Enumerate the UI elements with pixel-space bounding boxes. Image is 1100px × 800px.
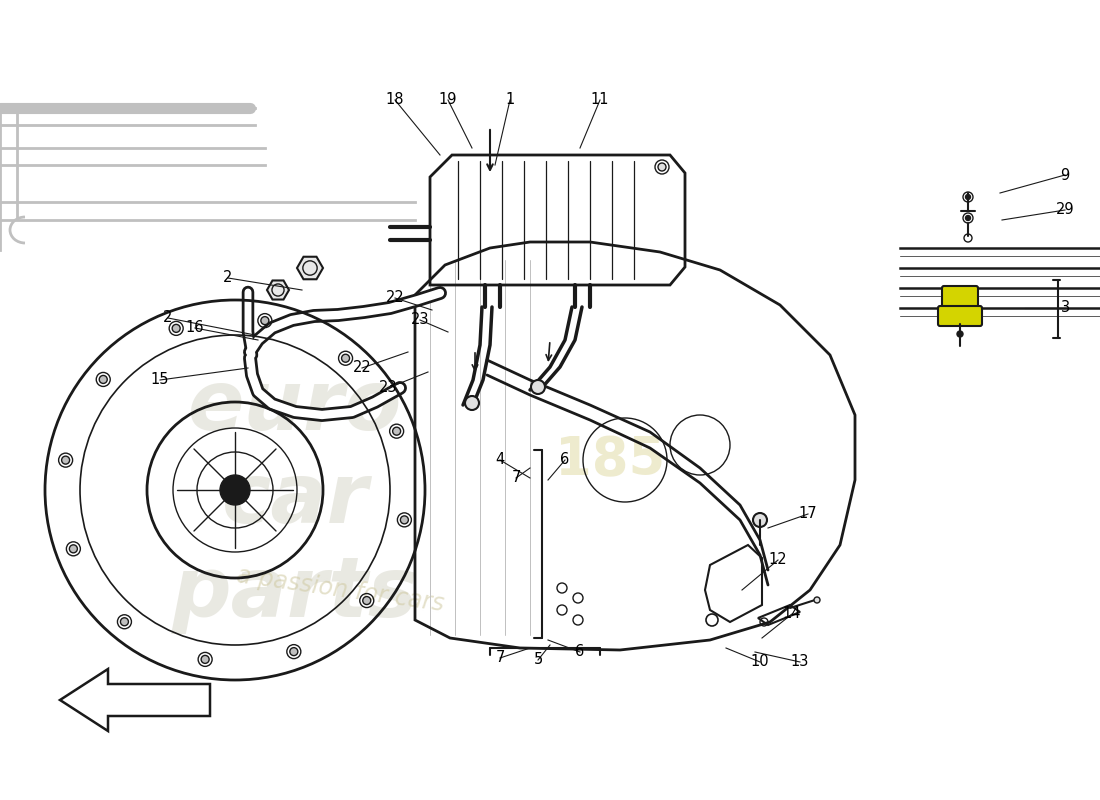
Text: 4: 4	[495, 453, 505, 467]
Circle shape	[814, 597, 820, 603]
Text: 14: 14	[783, 606, 801, 622]
Text: 22: 22	[386, 290, 405, 306]
FancyBboxPatch shape	[938, 306, 982, 326]
Text: euro
car
parts: euro car parts	[172, 366, 418, 634]
Text: 13: 13	[791, 654, 810, 670]
FancyBboxPatch shape	[942, 286, 978, 310]
Polygon shape	[297, 257, 323, 279]
Circle shape	[957, 331, 962, 337]
Text: 10: 10	[750, 654, 769, 670]
Circle shape	[658, 163, 666, 171]
Text: 2: 2	[223, 270, 233, 286]
Circle shape	[69, 545, 77, 553]
Circle shape	[261, 317, 268, 325]
Text: 11: 11	[591, 93, 609, 107]
Circle shape	[393, 427, 400, 435]
Text: 18: 18	[386, 93, 405, 107]
Text: 23: 23	[410, 313, 429, 327]
Text: 29: 29	[1056, 202, 1075, 218]
Text: 7: 7	[495, 650, 505, 666]
Text: 16: 16	[186, 321, 205, 335]
Text: a passion for cars: a passion for cars	[234, 563, 446, 617]
Text: 6: 6	[560, 453, 570, 467]
Text: 19: 19	[439, 93, 458, 107]
Polygon shape	[267, 281, 289, 299]
Circle shape	[465, 396, 478, 410]
Text: 5: 5	[534, 653, 542, 667]
Circle shape	[966, 215, 970, 221]
Text: 23: 23	[378, 381, 397, 395]
Circle shape	[99, 375, 107, 383]
Text: 1: 1	[505, 93, 515, 107]
Text: 12: 12	[769, 553, 788, 567]
Text: 2: 2	[163, 310, 173, 326]
Circle shape	[220, 475, 250, 505]
Circle shape	[201, 655, 209, 663]
Circle shape	[120, 618, 129, 626]
Circle shape	[62, 456, 69, 464]
Circle shape	[342, 354, 350, 362]
Circle shape	[400, 516, 408, 524]
Circle shape	[173, 324, 180, 332]
Circle shape	[363, 597, 371, 605]
Circle shape	[966, 194, 970, 199]
Circle shape	[289, 648, 298, 656]
Text: 7: 7	[512, 470, 520, 486]
Text: 6: 6	[575, 645, 584, 659]
Text: 22: 22	[353, 361, 372, 375]
Circle shape	[531, 380, 544, 394]
Text: 9: 9	[1060, 167, 1069, 182]
Text: 15: 15	[151, 373, 169, 387]
Text: 185: 185	[554, 434, 666, 486]
Text: 3: 3	[1060, 301, 1069, 315]
Circle shape	[754, 513, 767, 527]
Text: 17: 17	[799, 506, 817, 522]
